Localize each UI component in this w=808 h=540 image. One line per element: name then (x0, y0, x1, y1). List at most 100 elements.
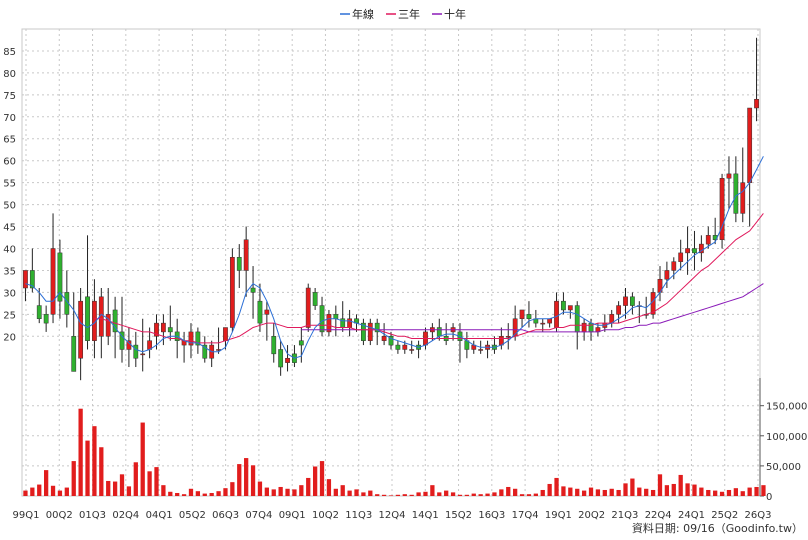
volume-bar (195, 491, 201, 496)
candle-body (43, 314, 49, 324)
time-tick-label: 14Q1 (412, 510, 439, 521)
candle (229, 248, 235, 332)
candle-body (202, 344, 208, 359)
candle-body (236, 257, 242, 271)
volume-bar (457, 494, 463, 496)
volume-bar (306, 477, 311, 496)
candle (119, 296, 125, 363)
candle (636, 301, 642, 324)
volume-bar (202, 493, 207, 496)
candle-body (29, 270, 35, 289)
candle (298, 327, 304, 363)
volume-tick-label: 150,000 (766, 402, 807, 413)
candle-body (671, 261, 677, 271)
time-tick-label: 02Q4 (112, 510, 139, 521)
candle (292, 345, 297, 368)
time-tick-label: 04Q1 (146, 510, 173, 521)
candle-body (167, 327, 173, 333)
candle-body (78, 300, 84, 359)
volume-bar (678, 474, 683, 496)
candle-body (326, 314, 332, 333)
candle-body (71, 336, 77, 372)
candle-body (540, 322, 546, 325)
candle-body (581, 322, 587, 333)
candle-body (374, 322, 380, 333)
volume-bar (519, 494, 525, 496)
candle (319, 296, 325, 337)
volume-bar (485, 493, 490, 496)
candle-body (361, 322, 366, 341)
candle (195, 327, 201, 354)
ma-3year-line (94, 213, 764, 344)
candle (202, 336, 208, 363)
candle (236, 244, 242, 289)
volume-bar (354, 489, 359, 496)
volume-bar (602, 489, 607, 496)
volume-bar (78, 408, 83, 496)
candle (85, 235, 90, 350)
legend-label: 年線 (352, 7, 374, 21)
volume-bar (23, 490, 28, 496)
volume-bar (740, 491, 745, 496)
candle (698, 235, 704, 262)
volume-bar (533, 493, 538, 496)
volume-bar (637, 487, 642, 496)
candle-body (505, 336, 511, 338)
candle (250, 266, 256, 319)
time-tick-label: 09Q1 (279, 510, 306, 521)
candle-body (561, 300, 566, 311)
volume-tick-label: 50,000 (766, 462, 801, 473)
volume-bar (437, 492, 442, 496)
volume-tick-label: 100,000 (766, 432, 807, 443)
volume-bar (133, 462, 138, 496)
candle-body (519, 309, 525, 319)
time-tick-label: 21Q3 (611, 510, 638, 521)
candle (505, 323, 511, 350)
candle (374, 318, 380, 346)
candle-body (305, 287, 311, 328)
candle-body (395, 344, 401, 350)
volume-bar (444, 490, 449, 496)
candle (650, 288, 656, 319)
candle (547, 318, 553, 328)
volume-bar (216, 491, 221, 496)
candle (333, 305, 339, 337)
price-tick-label: 50 (3, 201, 16, 212)
candle (733, 156, 739, 223)
candle (243, 226, 249, 297)
volume-bar (547, 483, 552, 496)
volume-bar (499, 489, 504, 496)
volume-bar (409, 494, 414, 496)
candle (78, 288, 84, 381)
time-tick-label: 22Q4 (645, 510, 672, 521)
time-tick-label: 07Q4 (245, 510, 272, 521)
candle-body (367, 322, 373, 341)
candle (678, 239, 684, 271)
candle-body (574, 305, 580, 333)
price-tick-label: 25 (3, 310, 16, 321)
candle-body (402, 344, 408, 350)
volume-bar (326, 479, 332, 496)
volume-bar (630, 478, 635, 496)
legend-label: 十年 (444, 7, 466, 21)
volume-bar (644, 488, 649, 496)
volume-bar (340, 485, 345, 496)
volume-bar (368, 490, 373, 496)
candle (105, 288, 111, 346)
volume-bar (733, 488, 738, 496)
volume-bar (581, 490, 587, 496)
candle-body (119, 331, 125, 350)
volume-bar (319, 461, 325, 496)
candle-body (436, 327, 442, 337)
candle (50, 213, 56, 324)
time-tick-label: 20Q2 (578, 510, 605, 521)
candle-body (223, 327, 228, 341)
candle (485, 340, 490, 359)
candle (271, 323, 277, 363)
volume-bar (44, 470, 49, 496)
time-tick-label: 12Q4 (379, 510, 406, 521)
candle (526, 301, 532, 328)
candle (416, 340, 421, 359)
candle-body (312, 292, 318, 306)
